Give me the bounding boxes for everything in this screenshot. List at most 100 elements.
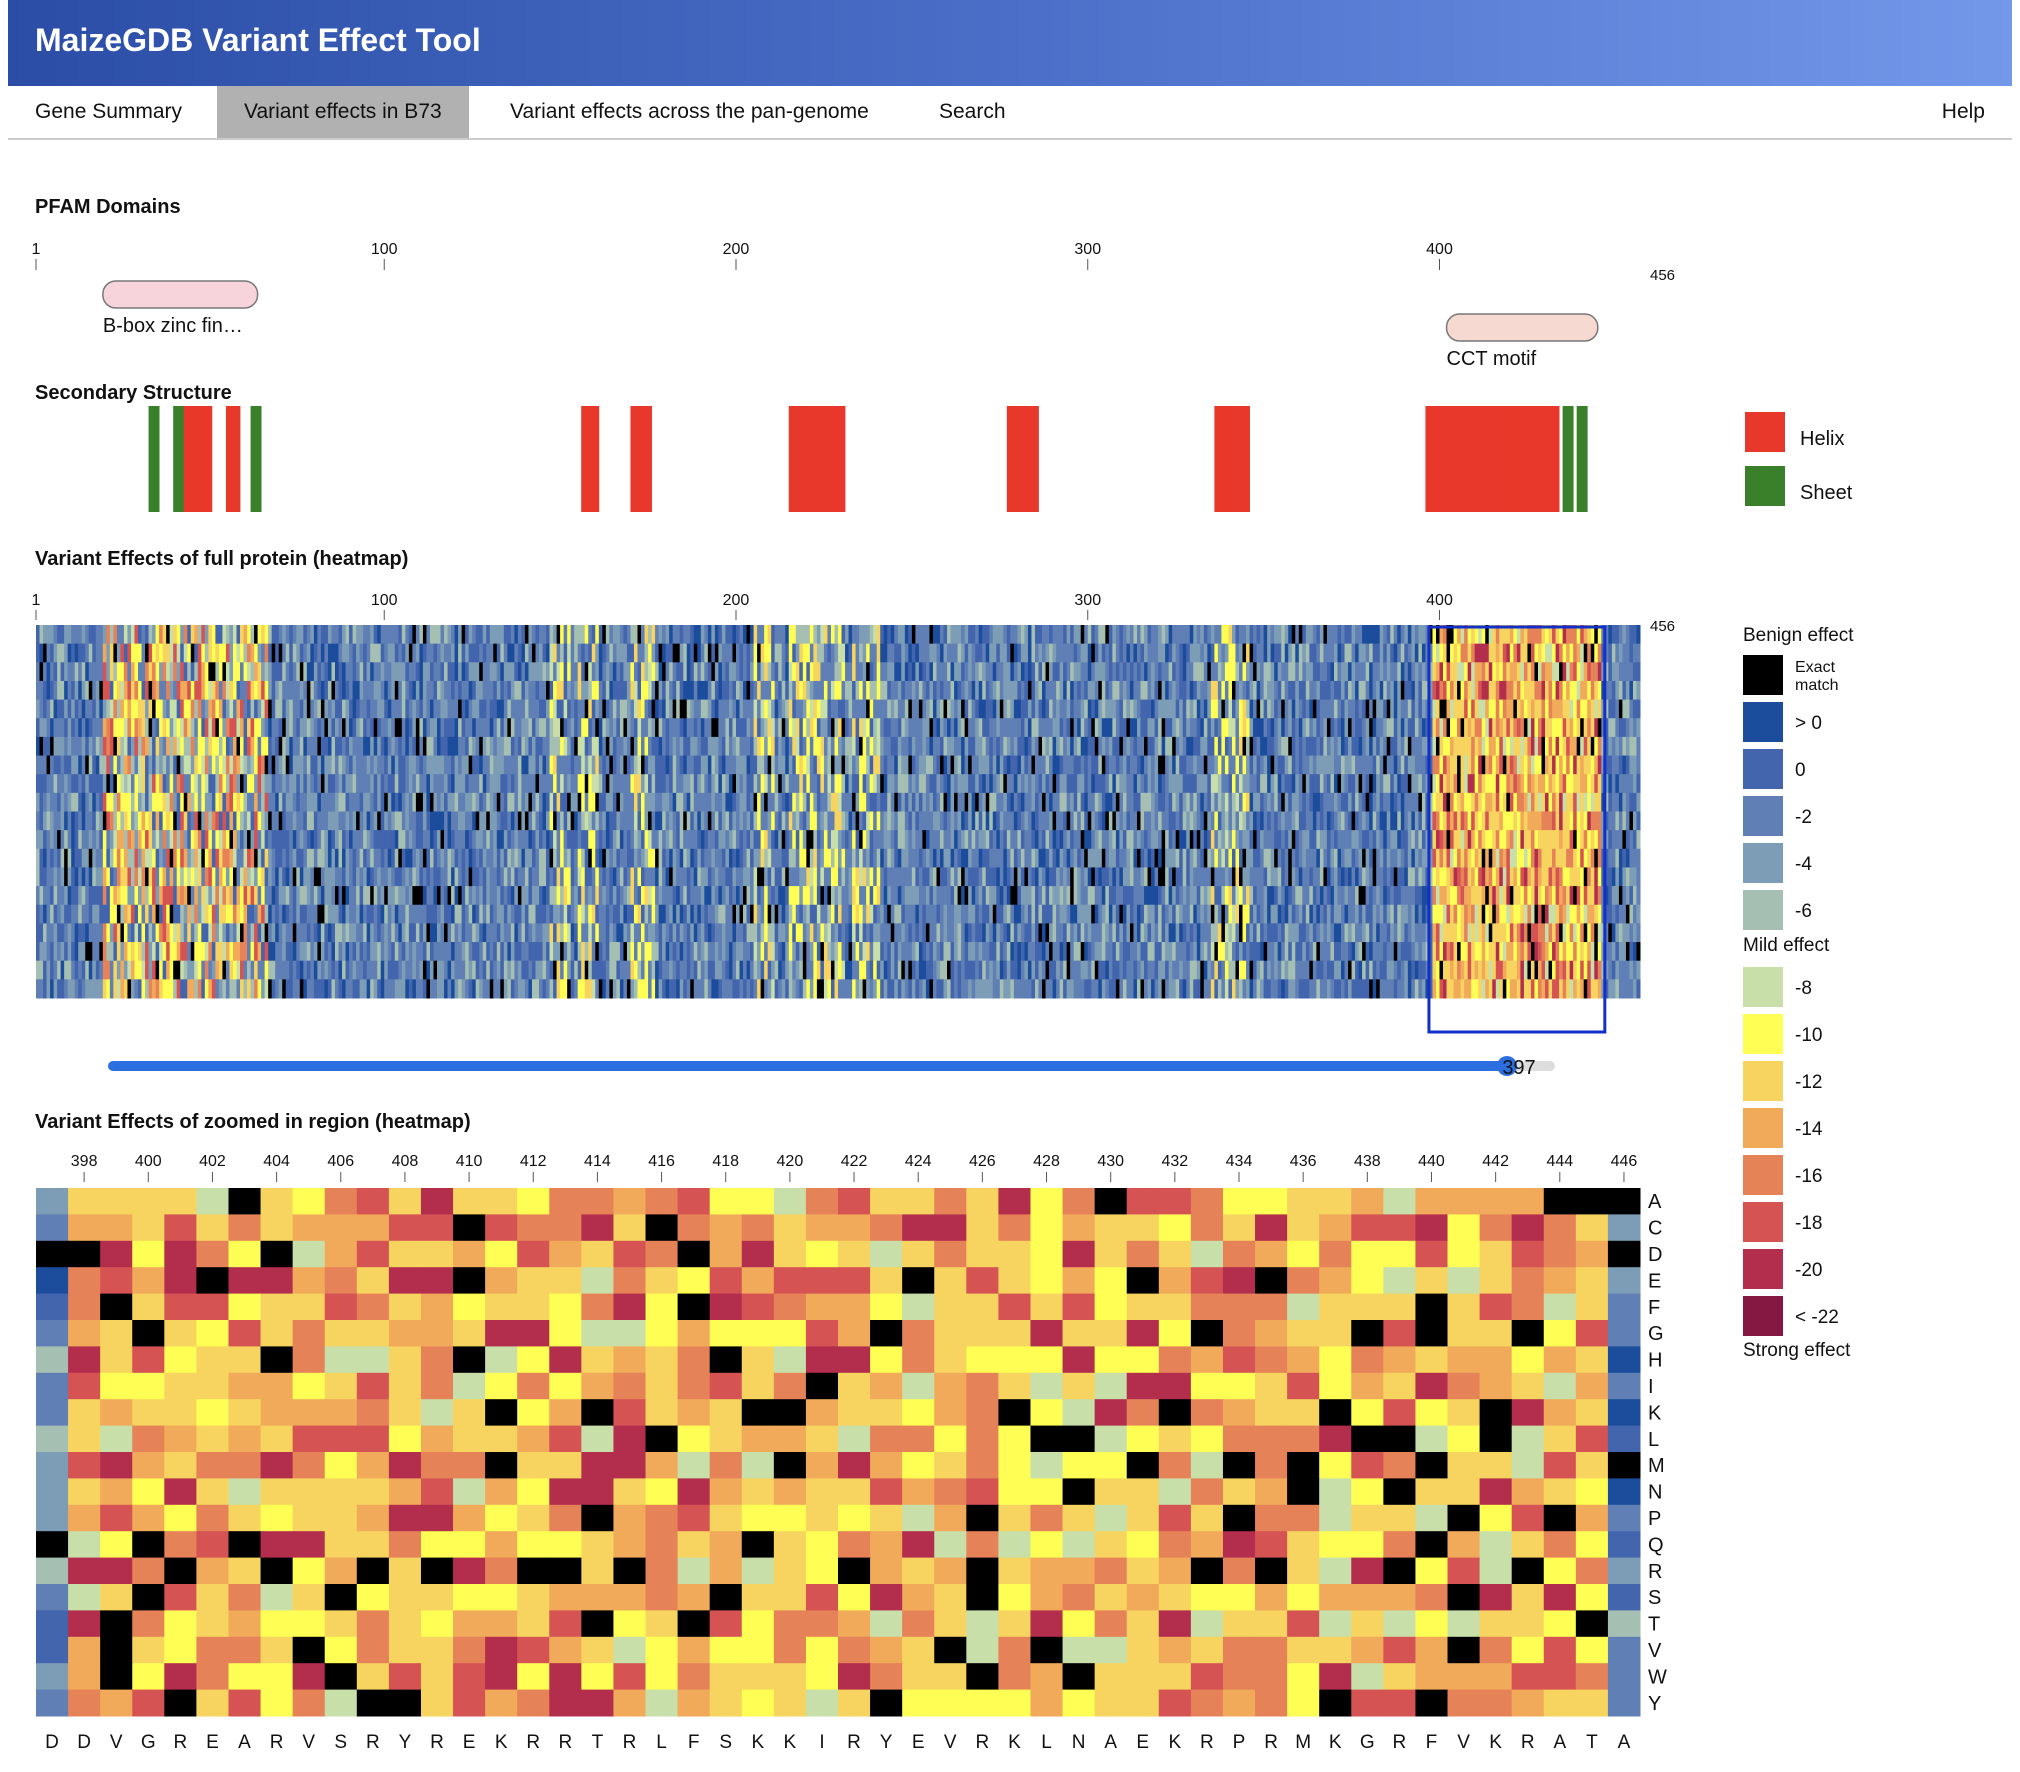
- full-heatmap-cell: [299, 662, 304, 682]
- full-heatmap-cell: [71, 755, 76, 775]
- full-heatmap-cell: [975, 718, 980, 738]
- full-heatmap-cell: [334, 736, 340, 757]
- full-heatmap-cell: [85, 699, 90, 719]
- full-heatmap-cell: [651, 792, 656, 812]
- full-heatmap-cell: [1348, 680, 1353, 701]
- full-heatmap-cell: [1122, 680, 1127, 701]
- full-heatmap-cell: [859, 625, 864, 645]
- full-heatmap-cell: [556, 774, 561, 794]
- full-heatmap-cell: [834, 680, 839, 701]
- full-heatmap-cell: [310, 792, 315, 812]
- full-heatmap-cell: [795, 662, 800, 682]
- full-heatmap-cell: [911, 662, 916, 682]
- full-heatmap-cell: [261, 792, 266, 812]
- full-heatmap-cell: [876, 792, 881, 812]
- full-heatmap-cell: [528, 736, 533, 757]
- full-heatmap-cell: [517, 811, 522, 831]
- full-heatmap-cell: [1481, 718, 1486, 738]
- full-heatmap-cell: [1084, 643, 1089, 663]
- full-heatmap-cell: [1027, 736, 1032, 757]
- full-heatmap-cell: [429, 625, 434, 645]
- full-heatmap-cell: [1509, 625, 1514, 645]
- full-heatmap-cell: [648, 643, 653, 663]
- full-heatmap-cell: [440, 625, 445, 645]
- full-heatmap-cell: [1295, 718, 1300, 738]
- full-heatmap-cell: [1256, 792, 1261, 812]
- full-heatmap-cell: [366, 699, 371, 719]
- full-heatmap-cell: [257, 643, 262, 663]
- full-heatmap-cell: [1474, 625, 1479, 645]
- full-heatmap-cell: [567, 755, 572, 775]
- full-heatmap-cell: [778, 736, 783, 757]
- ss-legend-swatch: [1745, 412, 1785, 452]
- full-heatmap-cell: [232, 625, 237, 645]
- full-heatmap-cell: [1151, 774, 1156, 794]
- full-heatmap-cell: [1108, 662, 1113, 682]
- full-heatmap-cell: [1460, 625, 1465, 645]
- full-heatmap-cell: [465, 774, 470, 794]
- full-heatmap-cell: [303, 792, 308, 812]
- full-heatmap-cell: [394, 792, 399, 812]
- full-heatmap-cell: [887, 699, 892, 719]
- full-heatmap-cell: [292, 680, 297, 701]
- full-heatmap-cell: [553, 625, 558, 645]
- tab-help[interactable]: Help: [1941, 100, 1985, 123]
- full-heatmap-cell: [662, 718, 667, 738]
- full-heatmap-cell: [1580, 662, 1585, 682]
- full-heatmap-cell: [721, 680, 726, 701]
- full-heatmap-cell: [320, 680, 325, 701]
- full-heatmap-cell: [728, 774, 733, 794]
- full-heatmap-cell: [472, 662, 477, 682]
- tab-search[interactable]: Search: [939, 100, 1006, 123]
- full-heatmap-cell: [1386, 699, 1391, 719]
- full-heatmap-cell: [391, 643, 396, 663]
- full-heatmap-cell: [690, 792, 695, 812]
- full-heatmap-cell: [1224, 736, 1229, 757]
- ss-helix-bar: [644, 406, 649, 512]
- full-heatmap-cell: [1217, 662, 1222, 682]
- full-heatmap-cell: [901, 811, 906, 831]
- full-heatmap-cell: [1098, 643, 1103, 663]
- full-heatmap-cell: [637, 755, 642, 775]
- full-heatmap-cell: [419, 811, 424, 831]
- full-heatmap-cell: [535, 680, 540, 701]
- full-heatmap-cell: [1017, 662, 1022, 682]
- ss-helix-bar: [830, 406, 835, 512]
- full-heatmap-cell: [36, 699, 41, 719]
- full-heatmap-cell: [609, 718, 614, 738]
- full-heatmap-cell: [873, 662, 878, 682]
- full-heatmap-cell: [739, 699, 744, 719]
- full-heatmap-cell: [764, 680, 769, 701]
- full-heatmap-cell: [577, 662, 582, 682]
- full-heatmap-cell: [1034, 718, 1039, 738]
- full-heatmap-cell: [1467, 792, 1472, 812]
- tab-variant-effects-pan-genome[interactable]: Variant effects across the pan-genome: [510, 100, 869, 123]
- full-heatmap-cell: [985, 643, 990, 663]
- full-heatmap-cell: [461, 643, 466, 663]
- full-heatmap-cell: [605, 662, 610, 682]
- full-heatmap-cell: [352, 755, 357, 775]
- full-heatmap-cell: [672, 755, 677, 775]
- full-heatmap-cell: [486, 718, 491, 738]
- full-heatmap-cell: [1435, 680, 1440, 701]
- tab-gene-summary[interactable]: Gene Summary: [35, 100, 183, 123]
- full-heatmap-cell: [1168, 755, 1173, 775]
- full-heatmap-cell: [1453, 718, 1458, 738]
- full-heatmap-cell: [1260, 718, 1265, 738]
- full-heatmap-cell: [1161, 680, 1166, 701]
- full-heatmap-cell: [1471, 736, 1476, 757]
- full-heatmap-cell: [1344, 755, 1349, 775]
- full-heatmap-cell: [1186, 699, 1191, 719]
- full-heatmap-cell: [591, 699, 596, 719]
- full-heatmap-cell: [74, 792, 79, 812]
- full-heatmap-cell: [725, 699, 730, 719]
- full-heatmap-cell: [1333, 755, 1338, 775]
- full-heatmap-cell: [1260, 643, 1265, 663]
- full-heatmap-cell: [201, 680, 206, 701]
- full-heatmap-cell: [556, 755, 561, 775]
- tab-variant-effects-b73[interactable]: Variant effects in B73: [217, 86, 469, 138]
- full-heatmap-cell: [109, 699, 114, 719]
- full-heatmap-cell: [1537, 736, 1543, 757]
- full-heatmap-cell: [1618, 792, 1623, 812]
- ss-helix-bar: [1552, 406, 1556, 512]
